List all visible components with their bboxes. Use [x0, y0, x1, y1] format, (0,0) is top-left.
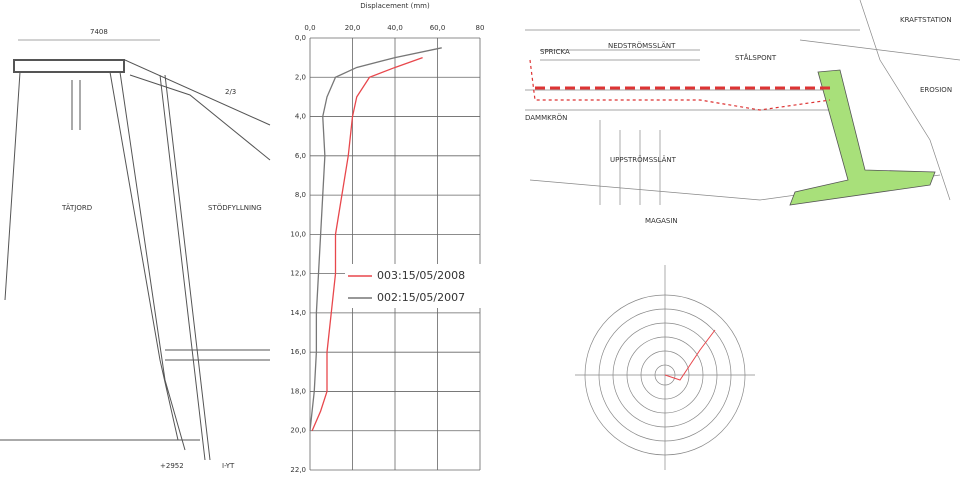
page: 7408 2/3 TÄTJORD STÖDFYLLNING I-YT +2952…: [0, 0, 970, 483]
plan-label: EROSION: [920, 86, 952, 94]
plan-label: STÅLSPONT: [735, 53, 777, 62]
y-tick-label: 16,0: [290, 348, 306, 356]
x-tick-label: 80: [476, 24, 485, 32]
x-tick-label: 60,0: [430, 24, 446, 32]
y-tick-label: 18,0: [290, 387, 306, 395]
y-tick-label: 6,0: [295, 152, 306, 160]
x-tick-label: 40,0: [387, 24, 403, 32]
x-axis-title: Displacement (mm): [360, 2, 430, 10]
plan-drawing: KRAFTSTATION SPRICKA NEDSTRÖMSSLÄNT STÅL…: [525, 0, 960, 225]
core-label: TÄTJORD: [61, 203, 92, 212]
polar-plot: [575, 265, 755, 470]
dimension: 7408: [90, 28, 108, 36]
x-tick-label: 20,0: [345, 24, 361, 32]
legend-label: 003:15/05/2008: [377, 269, 465, 282]
plan-label: KRAFTSTATION: [900, 16, 952, 24]
plan-label: UPPSTRÖMSSLÄNT: [610, 155, 677, 164]
y-tick-label: 10,0: [290, 230, 306, 238]
slope: 2/3: [225, 88, 236, 96]
y-tick-label: 2,0: [295, 73, 306, 81]
plan-label: SPRICKA: [540, 48, 570, 56]
level: +2952: [160, 462, 184, 470]
x-tick-label: 0,0: [304, 24, 315, 32]
y-tick-label: 14,0: [290, 309, 306, 317]
y-tick-label: 0,0: [295, 34, 306, 42]
inclinometer-chart: Displacement (mm) 0,0 20,0 40,0 60,0 80 0,0 2,…: [290, 2, 507, 474]
y-tick-label: 20,0: [290, 427, 306, 435]
y-tick-label: 22,0: [290, 466, 306, 474]
y-tick-label: 12,0: [290, 270, 306, 278]
series-line: [310, 48, 442, 431]
plan-label: NEDSTRÖMSSLÄNT: [608, 41, 676, 50]
section-mark: I-YT: [222, 462, 235, 470]
plan-label: DAMMKRÖN: [525, 113, 567, 122]
y-tick-label: 4,0: [295, 113, 306, 121]
plan-label: MAGASIN: [645, 217, 678, 225]
section-drawing: 7408 2/3 TÄTJORD STÖDFYLLNING I-YT +2952: [0, 28, 270, 470]
y-tick-label: 8,0: [295, 191, 306, 199]
legend-label: 002:15/05/2007: [377, 291, 465, 304]
series-line: [312, 58, 423, 431]
fill-label: STÖDFYLLNING: [208, 203, 262, 212]
